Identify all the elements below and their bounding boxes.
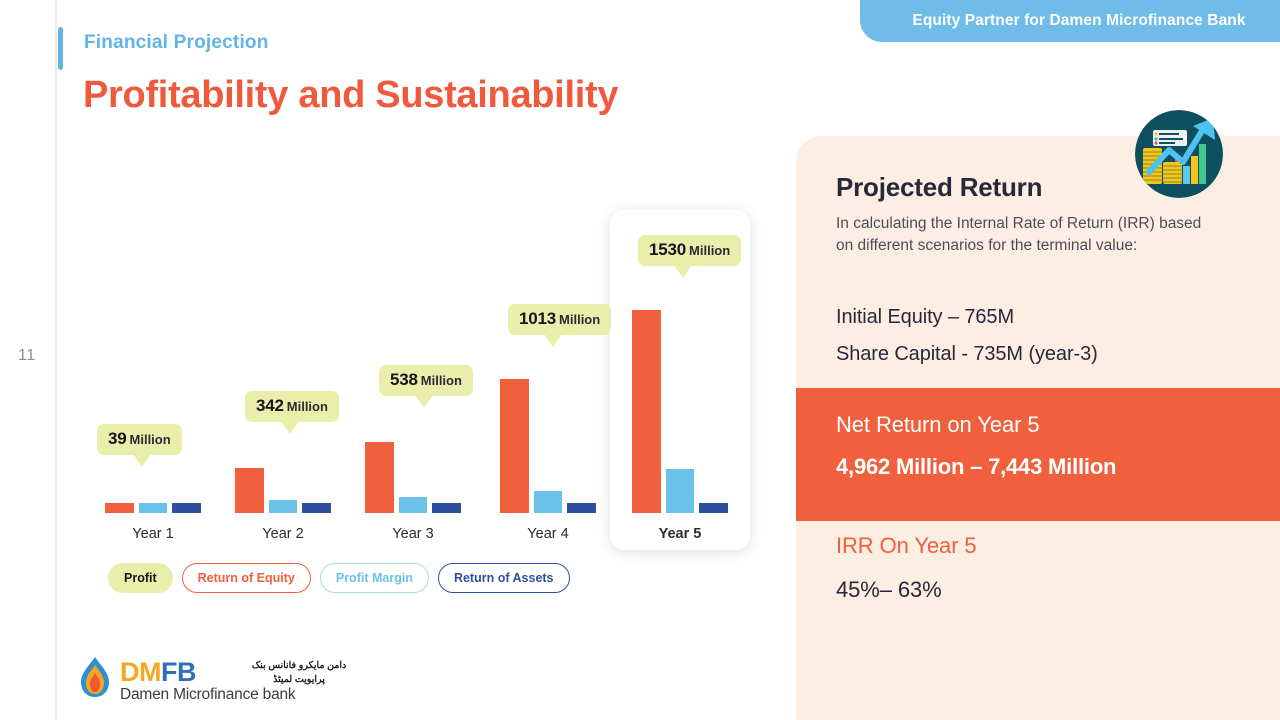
page-title: Profitability and Sustainability [83, 74, 619, 116]
logo-abbr-dm: DM [120, 657, 162, 687]
callout-unit: Million [286, 398, 328, 414]
logo-abbr: DMFB [120, 657, 197, 688]
callout-unit: Million [129, 432, 171, 447]
axis-label-year-1: Year 1 [132, 526, 174, 542]
flame-icon [81, 657, 109, 697]
bar-group-year-5: Year 5 1530 Million [632, 235, 742, 542]
bar-chart: Year 1 39 Million Year 2 342 Million Year 3 538… [80, 200, 770, 600]
bar-group-year-4: Year 4 1013 Million [500, 287, 612, 542]
callout-unit: Million [559, 311, 601, 327]
ribbon-label: Equity Partner for Damen Microfinance Ba… [912, 12, 1246, 29]
logo-arabic-name: دامن مایکرو فانانس بنک پرایویت لمیٹڈ [244, 659, 354, 688]
bar-return-of-equity [105, 503, 134, 513]
net-return-block: Net Return on Year 5 4,962 Million – 7,4… [796, 388, 1280, 521]
bar-profit-margin [665, 469, 695, 513]
bar-return-of-equity [235, 467, 264, 513]
callout-value: 1530 [649, 240, 687, 259]
callout-value: 1013 [519, 308, 557, 328]
section-eyebrow: Financial Projection [84, 32, 269, 53]
bar-group-year-3: Year 3 538 Million [365, 287, 473, 542]
logo-abbr-fb: FB [161, 657, 197, 687]
axis-label-year-5: Year 5 [658, 526, 702, 542]
callout-unit: Million [420, 372, 462, 388]
irr-value: 45%– 63% [836, 577, 942, 602]
callout-unit: Million [689, 243, 731, 258]
initial-equity-line: Initial Equity – 765M [836, 306, 1014, 328]
callout-year-3: 538 Million [379, 364, 473, 408]
axis-label-year-3: Year 3 [392, 526, 434, 542]
page-number: 11 [18, 347, 36, 364]
bar-return-of-assets [172, 503, 202, 513]
bars [365, 287, 462, 513]
bar-return-of-assets [699, 503, 729, 513]
left-rail-divider [55, 0, 57, 720]
irr-title: IRR On Year 5 [836, 533, 977, 558]
callout-value: 538 [390, 369, 418, 389]
bars [500, 287, 597, 513]
bars [632, 287, 729, 513]
bar-profit-margin [138, 503, 168, 513]
bar-return-of-assets [302, 503, 332, 513]
legend-chip-return-of-assets[interactable]: Return of Assets [437, 563, 570, 593]
axis-label-year-2: Year 2 [262, 526, 304, 542]
share-capital-line: Share Capital - 735M (year-3) [836, 343, 1098, 365]
logo-english-name: Damen Microfinance bank [120, 686, 296, 703]
legend-chip-profit[interactable]: Profit [108, 563, 173, 593]
panel-title: Projected Return [836, 172, 1043, 202]
logo-arabic-line-2: پرایویت لمیٹڈ [273, 674, 325, 686]
bar-return-of-equity [500, 378, 529, 513]
bar-group-year-2: Year 2 342 Million [235, 287, 339, 542]
dmfb-logo: DMFB Damen Microfinance bank دامن مایکرو… [76, 655, 346, 710]
callout-year-2: 342 Million [245, 390, 339, 434]
legend-chip-profit-margin[interactable]: Profit Margin [319, 563, 429, 593]
bars [105, 287, 202, 513]
callout-year-1: 39 Million [97, 424, 182, 467]
bar-profit-margin [533, 491, 563, 513]
legend-chip-return-of-equity[interactable]: Return of Equity [181, 563, 311, 593]
bar-return-of-equity [632, 310, 661, 513]
ribbon-banner: Equity Partner for Damen Microfinance Ba… [860, 0, 1280, 42]
bar-profit-margin [398, 497, 428, 513]
bar-return-of-equity [365, 441, 394, 513]
chart-legend: Profit Return of Equity Profit Margin Retur… [108, 563, 570, 593]
net-return-value: 4,962 Million – 7,443 Million [836, 454, 1117, 479]
callout-year-5: 1530 Million [638, 235, 742, 278]
callout-value: 342 [256, 395, 284, 415]
bar-group-year-1: Year 1 39 Million [97, 287, 202, 542]
bar-return-of-assets [432, 503, 462, 513]
panel-subtitle: In calculating the Internal Rate of Retu… [836, 215, 1202, 254]
net-return-title: Net Return on Year 5 [836, 412, 1040, 437]
projected-return-panel: Projected Return In calculating the Inte… [796, 136, 1280, 720]
axis-label-year-4: Year 4 [527, 526, 569, 542]
callout-year-4: 1013 Million [508, 303, 612, 347]
growth-chart-icon [1135, 110, 1223, 198]
bars [235, 287, 332, 513]
callout-value: 39 [108, 429, 127, 448]
logo-arabic-line-1: دامن مایکرو فانانس بنک [251, 660, 347, 671]
bar-return-of-assets [567, 503, 597, 513]
bar-profit-margin [268, 499, 298, 513]
title-accent-bar [58, 27, 63, 70]
